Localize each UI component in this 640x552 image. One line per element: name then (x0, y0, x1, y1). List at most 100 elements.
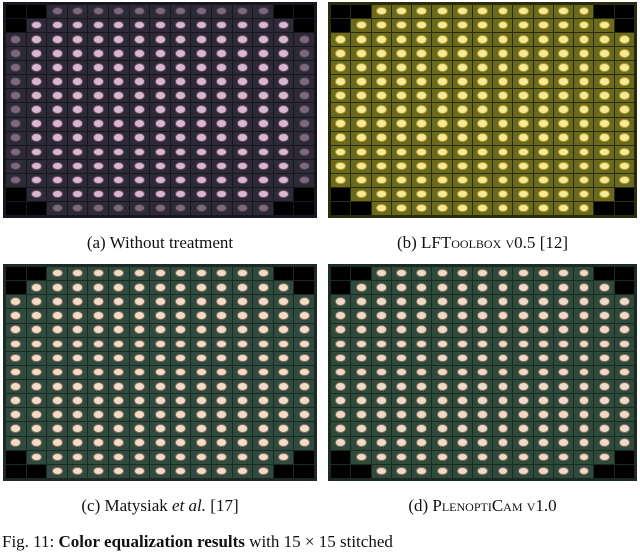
micro-image (594, 131, 614, 145)
micro-image (614, 145, 634, 159)
micro-image (191, 75, 211, 89)
micro-image (533, 61, 553, 75)
micro-image (294, 464, 314, 478)
micro-image (553, 47, 574, 61)
micro-image (553, 323, 574, 337)
micro-image (150, 5, 170, 19)
figure-caption-rest: with 15 × 15 stitched (249, 532, 393, 551)
micro-image (129, 267, 150, 281)
micro-image (170, 436, 191, 450)
micro-image (47, 380, 67, 394)
caption-b: (b) LFToolbox v0.5 [12] (328, 233, 637, 253)
micro-image (371, 408, 391, 422)
micro-image (513, 61, 533, 75)
micro-image (26, 281, 47, 295)
micro-image (594, 187, 614, 201)
micro-image (26, 5, 47, 19)
micro-image (129, 145, 150, 159)
micro-image (391, 295, 412, 309)
micro-image (391, 309, 412, 323)
micro-image (432, 450, 452, 464)
micro-image (371, 5, 391, 19)
micro-image (391, 19, 412, 33)
micro-image (253, 365, 273, 380)
micro-image (26, 187, 47, 201)
micro-image (553, 5, 574, 19)
micro-image (472, 47, 493, 61)
micro-image (493, 380, 513, 394)
micro-image (88, 61, 108, 75)
micro-image (432, 422, 452, 436)
micro-image (493, 408, 513, 422)
micro-image (412, 201, 432, 215)
micro-image (6, 103, 26, 117)
figure-caption-bold: Color equalization results (58, 532, 245, 551)
micro-image (493, 337, 513, 351)
micro-image (109, 380, 129, 394)
micro-image (294, 47, 314, 61)
micro-image (170, 281, 191, 295)
micro-image (533, 394, 553, 408)
micro-image (432, 103, 452, 117)
micro-image (88, 422, 108, 436)
micro-image (88, 380, 108, 394)
micro-image (594, 33, 614, 47)
micro-image (212, 464, 232, 478)
micro-image (150, 309, 170, 323)
micro-image (432, 5, 452, 19)
micro-image (88, 281, 108, 295)
caption-d-label: (d) (408, 496, 429, 515)
micro-image (212, 145, 232, 159)
micro-image (26, 422, 47, 436)
micro-image (391, 464, 412, 478)
micro-image (212, 187, 232, 201)
micro-image (273, 422, 294, 436)
micro-image (452, 61, 472, 75)
micro-image (452, 89, 472, 103)
micro-image (331, 450, 351, 464)
micro-image (351, 450, 371, 464)
micro-image (129, 422, 150, 436)
micro-image (432, 173, 452, 187)
micro-image (351, 103, 371, 117)
micro-image (212, 61, 232, 75)
micro-image (594, 145, 614, 159)
micro-image (170, 464, 191, 478)
caption-c-text: Matysiak (104, 496, 168, 515)
micro-image (26, 323, 47, 337)
micro-image (67, 351, 88, 365)
micro-image (614, 337, 634, 351)
micro-image (594, 337, 614, 351)
micro-image (294, 365, 314, 380)
micro-image (351, 75, 371, 89)
micro-image (614, 436, 634, 450)
micro-image (273, 436, 294, 450)
micro-image (472, 145, 493, 159)
micro-image (391, 159, 412, 173)
micro-image (129, 281, 150, 295)
micro-image (6, 323, 26, 337)
micro-image (351, 159, 371, 173)
micro-image (331, 323, 351, 337)
micro-image (129, 117, 150, 131)
micro-image (129, 351, 150, 365)
micro-image (574, 295, 594, 309)
micro-image (294, 267, 314, 281)
micro-image (472, 267, 493, 281)
micro-image (472, 117, 493, 131)
micro-image (6, 422, 26, 436)
micro-image (88, 187, 108, 201)
micro-image (412, 145, 432, 159)
micro-image (614, 117, 634, 131)
micro-image (513, 159, 533, 173)
micro-image (150, 61, 170, 75)
micro-image (351, 408, 371, 422)
micro-image (109, 75, 129, 89)
micro-image (212, 5, 232, 19)
micro-image (67, 187, 88, 201)
micro-image (88, 117, 108, 131)
caption-c-label: (c) (81, 496, 101, 515)
micro-image (273, 75, 294, 89)
caption-b-ref: [12] (539, 233, 569, 252)
micro-image (47, 408, 67, 422)
